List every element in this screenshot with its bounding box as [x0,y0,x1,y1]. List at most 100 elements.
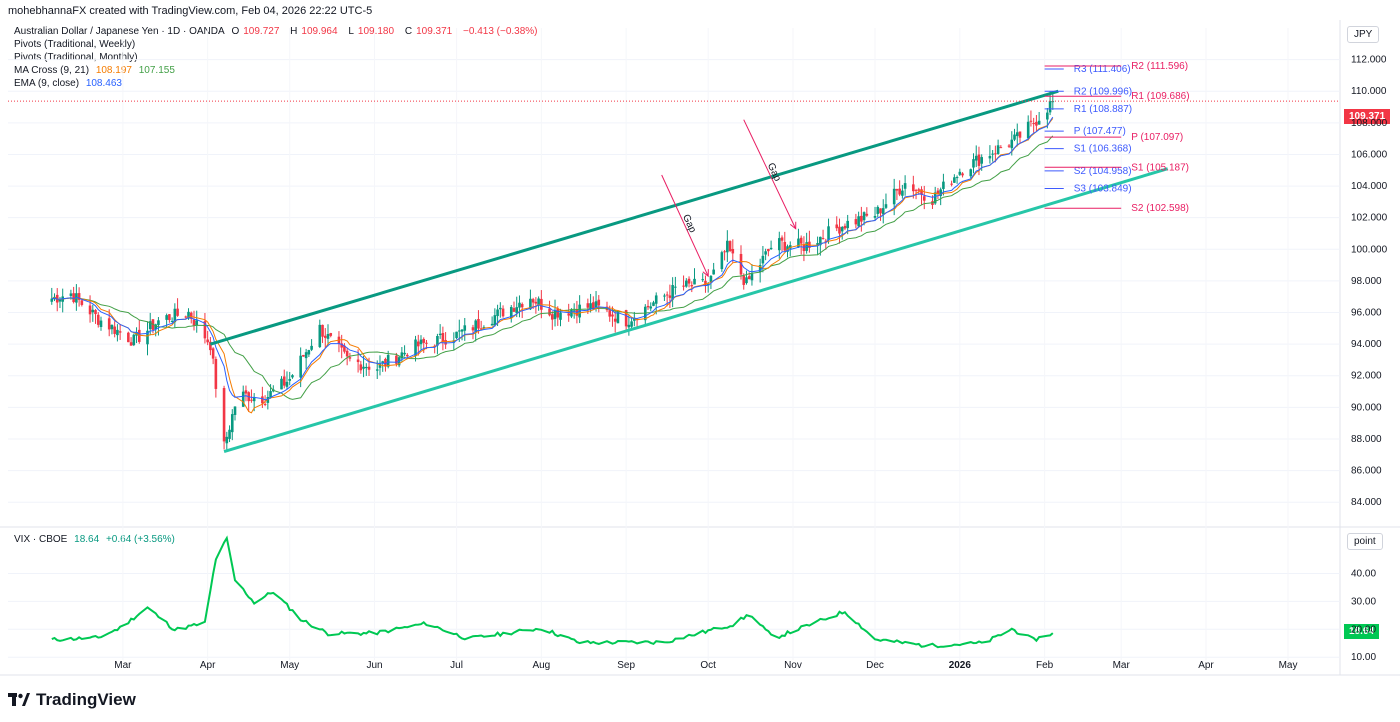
candle-body [570,309,573,317]
candle-body [479,328,483,330]
candle-body [116,329,119,336]
legend-ema[interactable]: EMA (9, close) 108.463 [14,78,126,89]
candle-body [441,333,445,342]
gap-annotation-label: Gap [680,213,698,235]
candle-body [214,358,218,389]
candle-body [520,304,524,308]
candle-body [512,308,516,312]
x-tick-label: Mar [1113,660,1131,671]
candle-body [367,366,371,370]
candle-body [843,225,847,229]
candle-body [107,318,111,330]
candle-body [747,276,751,280]
legend-pivots-monthly[interactable]: Pivots (Traditional, Monthly) [14,52,138,63]
candle-body [758,265,762,273]
candle-body [280,378,283,390]
vix-y-tick-label: 20.00 [1351,624,1376,635]
candle-body [884,204,888,208]
candle-body [613,318,617,322]
candle-body [348,357,352,359]
candle-body [917,189,921,191]
candle-body [742,275,746,285]
currency-badge[interactable]: JPY [1347,26,1380,43]
tradingview-brand: TradingView [36,690,136,709]
weekly-pivot-label: P (107.477) [1074,126,1126,137]
candle-body [671,285,674,300]
candle-body [288,378,292,381]
candle-body [685,280,688,287]
footer-logo[interactable]: TradingView [8,690,136,710]
change-value: −0.413 (−0.38%) [463,26,538,37]
y-tick-label: 94.000 [1351,339,1382,350]
candle-body [892,188,896,205]
candle-body [233,406,237,415]
candle-body [597,299,601,306]
symbol-legend[interactable]: Australian Dollar / Japanese Yen · 1D · … [14,26,542,37]
candle-body [118,331,122,333]
candle-body [50,298,54,302]
legend-vix[interactable]: VIX · CBOE 18.64 +0.64 (+3.56%) [14,534,179,545]
candle-body [553,310,557,319]
candle-body [958,171,962,175]
legend-pivots-weekly[interactable]: Pivots (Traditional, Weekly) [14,39,136,50]
candle-body [132,334,136,346]
candle-body [285,381,289,387]
candle-body [400,352,404,359]
ma-cross-fast-value: 108.197 [95,65,132,76]
candle-body [444,340,447,345]
candle-body [321,324,324,337]
candle-body [627,324,631,328]
vix-unit-badge[interactable]: point [1347,533,1383,550]
candle-body [862,212,866,221]
candle-body [726,240,729,253]
candle-body [146,330,149,345]
candle-body [854,219,858,225]
candle-body [780,237,784,241]
candle-body [261,396,264,404]
candle-body [950,183,953,185]
candle-body [345,350,349,357]
candle-body [425,342,428,344]
candle-body [482,327,486,329]
monthly-pivot-label: R1 (109.686) [1131,91,1189,102]
candle-body [731,248,735,254]
weekly-pivot-label: R3 (111.406) [1074,64,1131,75]
y-tick-label: 102.000 [1351,213,1388,224]
ma-cross-slow-value: 107.155 [138,65,175,76]
tradingview-logo-icon [8,693,30,706]
candle-body [386,355,390,367]
candle-body [712,269,715,275]
candle-body [745,277,748,284]
vix-value: 18.64 [74,534,100,545]
vix-change: +0.64 (+3.56%) [105,534,175,545]
x-tick-label: Mar [114,660,132,671]
author-line: mohebhannaFX created with TradingView.co… [8,5,373,17]
y-tick-label: 112.000 [1351,55,1387,66]
close-label: C [404,26,413,37]
candle-body [903,183,907,189]
ma-slow-line [51,135,1054,400]
candle-body [701,279,705,281]
candle-body [556,308,560,318]
candle-body [663,295,666,297]
candle-body [165,315,168,320]
y-tick-label: 96.000 [1351,308,1382,319]
candle-body [304,352,308,359]
candle-body [323,335,327,338]
candle-body [608,310,612,317]
vix-y-tick-label: 40.00 [1351,568,1376,579]
ma-cross-label: MA Cross (9, 21) [14,65,90,76]
legend-ma-cross[interactable]: MA Cross (9, 21) 108.197 107.155 [14,65,179,76]
candle-body [184,316,188,318]
candle-body [972,159,975,168]
candle-body [228,429,231,439]
candle-body [788,245,792,249]
candle-body [939,189,942,196]
candle-body [988,156,992,159]
candle-body [898,188,901,195]
candle-body [739,253,743,275]
candle-body [682,285,685,287]
candle-body [241,391,245,407]
x-tick-label: Jun [366,660,382,671]
